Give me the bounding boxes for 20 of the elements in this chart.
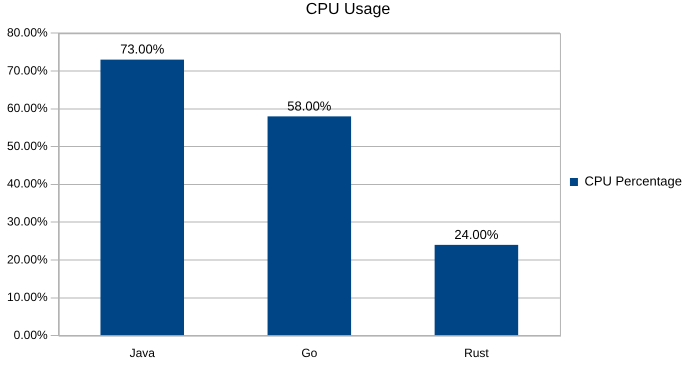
x-tick-label: Rust (464, 346, 490, 360)
y-tick-label: 70.00% (6, 63, 48, 78)
y-tick-label: 0.00% (14, 328, 48, 342)
x-tick-label: Java (130, 346, 156, 360)
bar (100, 60, 184, 336)
y-tick-label: 20.00% (6, 252, 48, 266)
data-label: 58.00% (287, 98, 332, 114)
legend-label: CPU Percentage (584, 174, 682, 189)
data-label: 73.00% (120, 42, 165, 57)
y-tick-label: 10.00% (6, 290, 48, 304)
bar (268, 116, 352, 336)
y-tick-label: 80.00% (6, 26, 48, 40)
y-tick-label: 30.00% (6, 214, 48, 229)
chart-title: CPU Usage (306, 1, 390, 18)
x-tick-label: Go (301, 346, 318, 360)
data-label: 24.00% (454, 226, 499, 242)
y-tick-label: 40.00% (6, 176, 48, 191)
y-tick-label: 50.00% (6, 138, 48, 153)
bar (434, 244, 518, 336)
y-tick-label: 60.00% (6, 101, 48, 116)
